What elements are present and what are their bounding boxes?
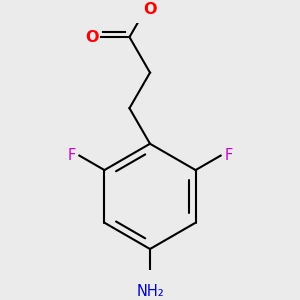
- Text: F: F: [224, 148, 232, 163]
- Text: O: O: [85, 30, 99, 45]
- Text: NH₂: NH₂: [136, 284, 164, 298]
- Text: O: O: [143, 2, 157, 17]
- Text: F: F: [68, 148, 76, 163]
